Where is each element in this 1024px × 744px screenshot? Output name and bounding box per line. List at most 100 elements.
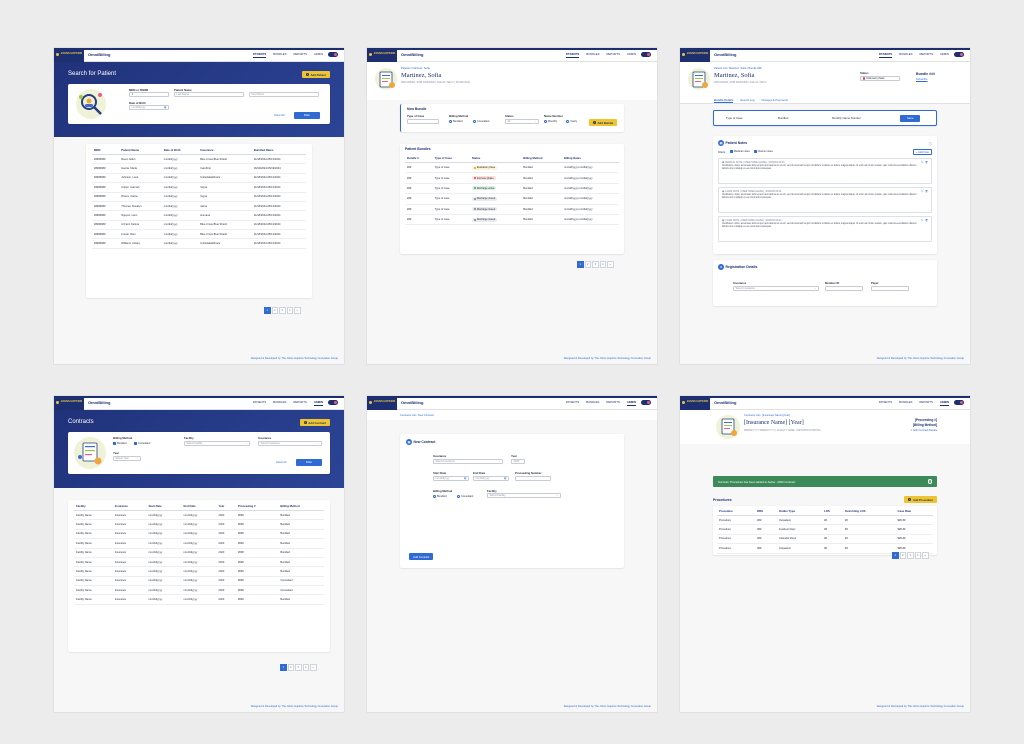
breadcrumb[interactable]: Contracts List / [Insurance Name] [Year] — [744, 413, 790, 417]
nav-bundles[interactable]: BUNDLES — [273, 51, 287, 56]
logo[interactable]: JOHNS HOPKINS — [680, 396, 710, 410]
nav-bundles[interactable]: BUNDLES — [273, 399, 287, 404]
table-row[interactable]: Facility Name Insurance mm/dd/yyyy mm/dd/yy… — [74, 529, 324, 540]
table-row[interactable]: Facility Name Insurance mm/dd/yyyy mm/dd/yy… — [74, 585, 324, 596]
user-toggle-icon[interactable] — [328, 399, 338, 406]
nav-admin[interactable]: ADMIN — [626, 399, 636, 406]
logo[interactable]: JOHNS HOPKINS — [367, 48, 397, 62]
table-row[interactable]: ### Type of case Discharge closed Bundled mm… — [405, 204, 619, 215]
table-row[interactable]: ######## Al Fard, Fatima mm/dd/yyyy Blue Cr… — [92, 220, 306, 231]
add-contract-button[interactable]: + Add Contract — [299, 419, 330, 426]
table-row[interactable]: ######## Rivera, Carlos mm/dd/yyyy Cigna 11/… — [92, 192, 306, 202]
start-date-input[interactable]: mm/dd/yyyy ▦ — [433, 476, 469, 481]
last-name-input[interactable]: Last Name — [174, 92, 244, 97]
user-toggle-icon[interactable] — [641, 51, 651, 58]
nav-bundles[interactable]: BUNDLES — [899, 51, 913, 56]
page-button[interactable]: 1 — [280, 664, 287, 671]
logo[interactable]: JOHNS HOPKINS — [54, 48, 84, 62]
nav-admin[interactable]: ADMIN — [939, 399, 949, 406]
summary-save-button[interactable]: Save — [900, 114, 921, 122]
table-row[interactable]: Facility Name Insurance mm/dd/yyyy mm/dd/yy… — [74, 548, 324, 558]
nav-reports[interactable]: REPORTS — [606, 51, 620, 56]
column-header[interactable]: LOS — [822, 507, 843, 516]
table-row[interactable]: Facility Name Insurance mm/dd/yyyy mm/dd/yy… — [74, 566, 324, 577]
delete-icon[interactable]: 🗑 — [925, 162, 928, 164]
page-button[interactable]: 2 — [287, 664, 294, 671]
column-header[interactable]: Status — [469, 154, 522, 163]
column-header[interactable]: Insurance — [198, 146, 252, 155]
column-header[interactable]: Patient Name — [119, 146, 162, 155]
dob-input[interactable]: mm/dd/yyyy ▦ — [129, 105, 169, 110]
page-button[interactable]: 3 — [592, 261, 599, 268]
proceeding-number-input[interactable] — [515, 476, 551, 481]
user-toggle-icon[interactable] — [641, 399, 651, 406]
page-button[interactable]: 4 — [599, 261, 606, 268]
nav-bundles[interactable]: BUNDLES — [586, 399, 600, 404]
page-button[interactable]: 3 — [279, 307, 286, 314]
tab-charges[interactable]: Charges & Payments — [761, 98, 788, 102]
first-name-input[interactable]: First Name — [249, 92, 319, 97]
table-row[interactable]: Facility Name Insurance mm/dd/yyyy mm/dd/yy… — [74, 557, 324, 568]
page-button[interactable]: 2 — [899, 552, 906, 559]
bundled-radio[interactable]: Bundled — [433, 495, 447, 498]
calendar-icon[interactable]: ▦ — [164, 106, 167, 109]
table-row[interactable]: ######## Garcia, Maria mm/dd/yyyy CareFirst… — [92, 163, 306, 174]
table-row[interactable]: Facility Name Insurance mm/dd/yyyy mm/dd/yy… — [74, 576, 324, 587]
edit-icon[interactable]: ✎ — [921, 220, 924, 222]
add-bundle-button[interactable]: + Add Bundle — [589, 119, 618, 126]
table-row[interactable]: Procedure ### Outpatient ## ## $##.## — [717, 543, 933, 554]
tab-bundle-details[interactable]: Bundle Details — [714, 98, 734, 103]
table-row[interactable]: ### Type of case Interview phase Bundled mm/… — [405, 172, 619, 184]
table-row[interactable]: ######## Kumar, Ravi mm/dd/yyyy Blue Cross … — [92, 229, 306, 240]
column-header[interactable]: Date of Birth — [161, 146, 199, 155]
table-row[interactable]: Facility Name Insurance mm/dd/yyyy mm/dd/yy… — [74, 519, 324, 530]
column-header[interactable]: End Date — [181, 502, 217, 511]
table-row[interactable]: Procedure ### Inpatient Days ## ## $##.## — [717, 524, 933, 535]
nav-reports[interactable]: REPORTS — [606, 399, 620, 404]
nav-patients[interactable]: PATIENTS — [878, 399, 893, 404]
user-toggle-icon[interactable] — [954, 51, 964, 58]
breadcrumb[interactable]: Patients / Martinez, Sofia — [401, 67, 430, 70]
column-header[interactable]: Procedure — [717, 507, 756, 516]
page-button[interactable]: 4 — [914, 552, 921, 559]
type-of-case-input[interactable] — [407, 119, 439, 124]
table-row[interactable]: ######## Thomas, Rosalyn mm/dd/yyyy Aetna 11… — [92, 201, 306, 212]
page-button[interactable]: 1 — [892, 552, 899, 559]
add-procedure-button[interactable]: + Add Procedure — [904, 496, 937, 503]
next-page-button[interactable]: » — [310, 664, 317, 671]
nav-patients[interactable]: PATIENTS — [565, 51, 580, 58]
table-row[interactable]: Procedure ### Calendar Days ## ## $##.## — [717, 534, 933, 545]
column-header[interactable]: Start Date — [146, 502, 182, 511]
delete-icon[interactable]: 🗑 — [925, 220, 928, 222]
clear-all-link[interactable]: Clear All — [274, 113, 285, 117]
nav-patients[interactable]: PATIENTS — [252, 399, 267, 404]
table-row[interactable]: ######## Nguyen, Liam mm/dd/yyyy Humana 11/1… — [92, 210, 306, 221]
mrn-input[interactable]: 1 — [129, 92, 169, 97]
user-toggle-icon[interactable] — [954, 399, 964, 406]
table-row[interactable]: Facility Name Insurance mm/dd/yyyy mm/dd/yy… — [74, 510, 324, 521]
consultant-radio[interactable]: Consultant — [457, 495, 473, 498]
column-header[interactable]: Billing Method — [521, 154, 562, 163]
medical-notes-checkbox[interactable]: Medical notes — [729, 150, 750, 154]
year-select[interactable]: Select Year ⌄ — [113, 456, 141, 461]
logo[interactable]: JOHNS HOPKINS — [367, 396, 397, 410]
close-icon[interactable]: × — [927, 479, 932, 484]
table-row[interactable]: ### Type of case Evaluation phase Bundled mm… — [405, 162, 619, 174]
table-row[interactable]: ### Type of case Discharge closed Bundled mm… — [405, 214, 619, 226]
edit-contract-link[interactable]: ✎ Edit Contract Details — [910, 429, 937, 432]
table-row[interactable]: Facility Name Insurance mm/dd/yyyy mm/dd/yy… — [74, 594, 324, 605]
page-button[interactable]: 2 — [271, 307, 278, 314]
filter-button[interactable]: Filter — [296, 458, 322, 466]
page-button[interactable]: 4 — [286, 307, 293, 314]
nav-reports[interactable]: REPORTS — [919, 51, 933, 56]
bundled-checkbox[interactable]: Bundled — [113, 442, 127, 445]
table-row[interactable]: ### Type of case Discharge closed Bundled mm… — [405, 193, 619, 205]
nav-reports[interactable]: REPORTS — [293, 399, 307, 404]
next-page-button[interactable]: » — [294, 307, 301, 314]
add-contract-button[interactable]: Add Contract — [409, 553, 434, 560]
column-header[interactable]: Billing Dates — [561, 154, 619, 163]
billing-consultant-radio[interactable]: Consultant — [473, 120, 489, 123]
subscribe-link[interactable]: Subscribe — [916, 77, 928, 81]
column-header[interactable]: Case Rate — [895, 507, 933, 516]
page-button[interactable]: 3 — [907, 552, 914, 559]
